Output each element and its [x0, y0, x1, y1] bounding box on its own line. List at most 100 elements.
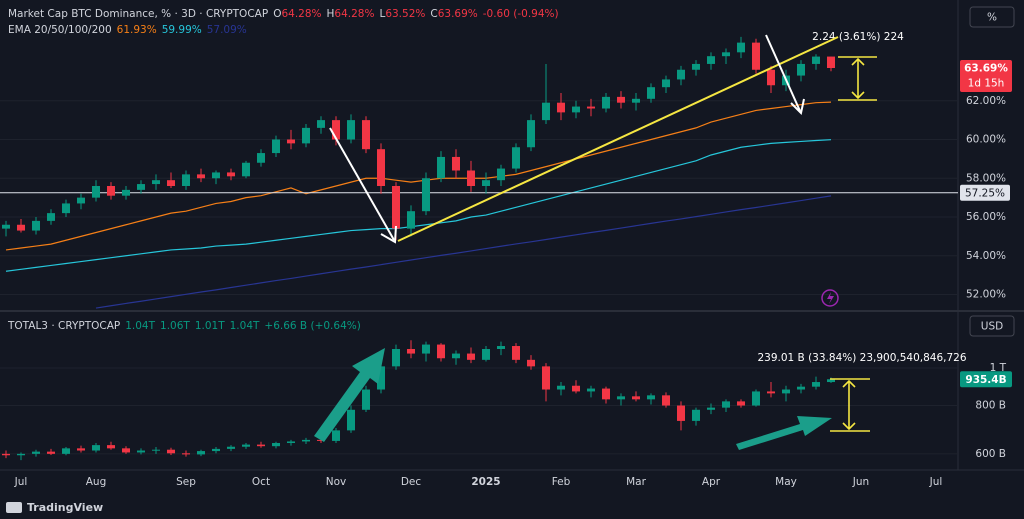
candle-body	[17, 453, 25, 456]
x-tick-label: Jul	[14, 476, 28, 488]
x-tick-label: Aug	[86, 476, 107, 488]
candle-body	[17, 224, 25, 231]
x-tick-label: 2025	[471, 476, 500, 488]
legend-value: 1.06T	[160, 320, 190, 332]
candle-body	[377, 149, 385, 186]
candle-body	[437, 156, 445, 179]
candle-body	[677, 69, 685, 80]
candle-body	[197, 174, 205, 179]
legend-change: +6.66 B (+0.64%)	[264, 320, 360, 332]
candle-body	[722, 401, 730, 408]
candle-body	[617, 396, 625, 400]
measure-annotation: 239.01 B (33.84%) 23,900,540,846,726	[757, 352, 966, 364]
candle-body	[332, 430, 340, 441]
candle-body	[377, 366, 385, 390]
countdown: 1d 15h	[968, 78, 1005, 90]
candle-body	[392, 349, 400, 367]
candle-body	[587, 388, 595, 392]
candle-body	[197, 451, 205, 455]
candle-body	[227, 446, 235, 449]
indicator-value: 57.09%	[207, 24, 247, 36]
candle-body	[752, 42, 760, 70]
candle-body	[2, 453, 10, 456]
candle-body	[272, 443, 280, 447]
legend-value: 63.69%	[438, 8, 478, 20]
candle-body	[467, 170, 475, 186]
candle-body	[452, 156, 460, 171]
candle-body	[827, 56, 835, 69]
candle-body	[167, 180, 175, 186]
y-tick-label: 600 B	[975, 448, 1006, 460]
candle-body	[512, 147, 520, 169]
scale-button-label[interactable]: %	[987, 12, 997, 24]
measure-annotation: 2.24 (3.61%) 224	[812, 31, 904, 43]
candle-body	[647, 395, 655, 400]
x-tick-label: Nov	[326, 476, 347, 488]
candle-body	[602, 96, 610, 109]
candle-body	[107, 186, 115, 196]
footer	[0, 496, 1024, 519]
y-tick-label: 62.00%	[966, 95, 1006, 107]
currency-button-label[interactable]: USD	[981, 321, 1003, 333]
currency-button[interactable]	[969, 315, 1015, 337]
candle-body	[122, 448, 130, 453]
candle-body	[407, 349, 415, 354]
candle-body	[317, 120, 325, 128]
candle-body	[782, 389, 790, 394]
candle-body	[242, 444, 250, 447]
candle-body	[182, 174, 190, 186]
candle-body	[62, 448, 70, 454]
alert-icon[interactable]	[821, 289, 839, 307]
candle-body	[707, 407, 715, 410]
candle-body	[542, 366, 550, 390]
last-price-box	[960, 371, 1012, 388]
candle-body	[647, 87, 655, 99]
candle-body	[77, 448, 85, 451]
candle-body	[662, 79, 670, 88]
candle-body	[767, 391, 775, 394]
candle-body	[827, 379, 835, 383]
candle-body	[2, 224, 10, 229]
legend-value: 1.01T	[195, 320, 225, 332]
marks: 52.00% 54.00% 56.00% 58.00% 60.00% 62.00% 57.2…	[0, 8, 1012, 488]
candle-body	[722, 52, 730, 57]
x-tick-label: Mar	[626, 476, 646, 488]
hline-label-box	[960, 184, 1010, 201]
candle-body	[47, 451, 55, 454]
last-price-label: 63.69%	[964, 63, 1008, 75]
candle-body	[92, 186, 100, 198]
scale-button[interactable]	[969, 6, 1015, 28]
legend-value: 1.04T	[125, 320, 155, 332]
candle-body	[62, 203, 70, 214]
candle-body	[602, 388, 610, 400]
x-tick-label: Apr	[702, 476, 721, 488]
candle-body	[302, 127, 310, 144]
legend-change: -0.60 (-0.94%)	[483, 8, 559, 20]
y-tick-label: 58.00%	[966, 172, 1006, 184]
ema-line	[5, 139, 832, 272]
trendline	[397, 36, 839, 242]
white-arrows	[329, 34, 805, 244]
legend-key: C	[430, 8, 437, 20]
legend-value: 64.28%	[281, 8, 321, 20]
candle-body	[632, 98, 640, 103]
candle-body	[662, 395, 670, 406]
candle-body	[437, 344, 445, 359]
candle-body	[242, 162, 250, 177]
candle-body	[572, 385, 580, 392]
legend-key: L	[379, 8, 385, 20]
last-price-box	[960, 60, 1012, 93]
last-price-label: 935.4B	[965, 374, 1006, 386]
candle-body	[32, 451, 40, 454]
candle-body	[137, 450, 145, 453]
legend-title: Market Cap BTC Dominance, % · 3D · CRYPT…	[8, 8, 268, 20]
legend-title: TOTAL3 · CRYPTOCAP	[7, 320, 120, 332]
measure-top	[838, 56, 877, 101]
ema-line	[95, 195, 832, 309]
candle-body	[107, 445, 115, 449]
candle-body	[482, 349, 490, 360]
candle-body	[752, 391, 760, 406]
candle-body	[287, 139, 295, 144]
